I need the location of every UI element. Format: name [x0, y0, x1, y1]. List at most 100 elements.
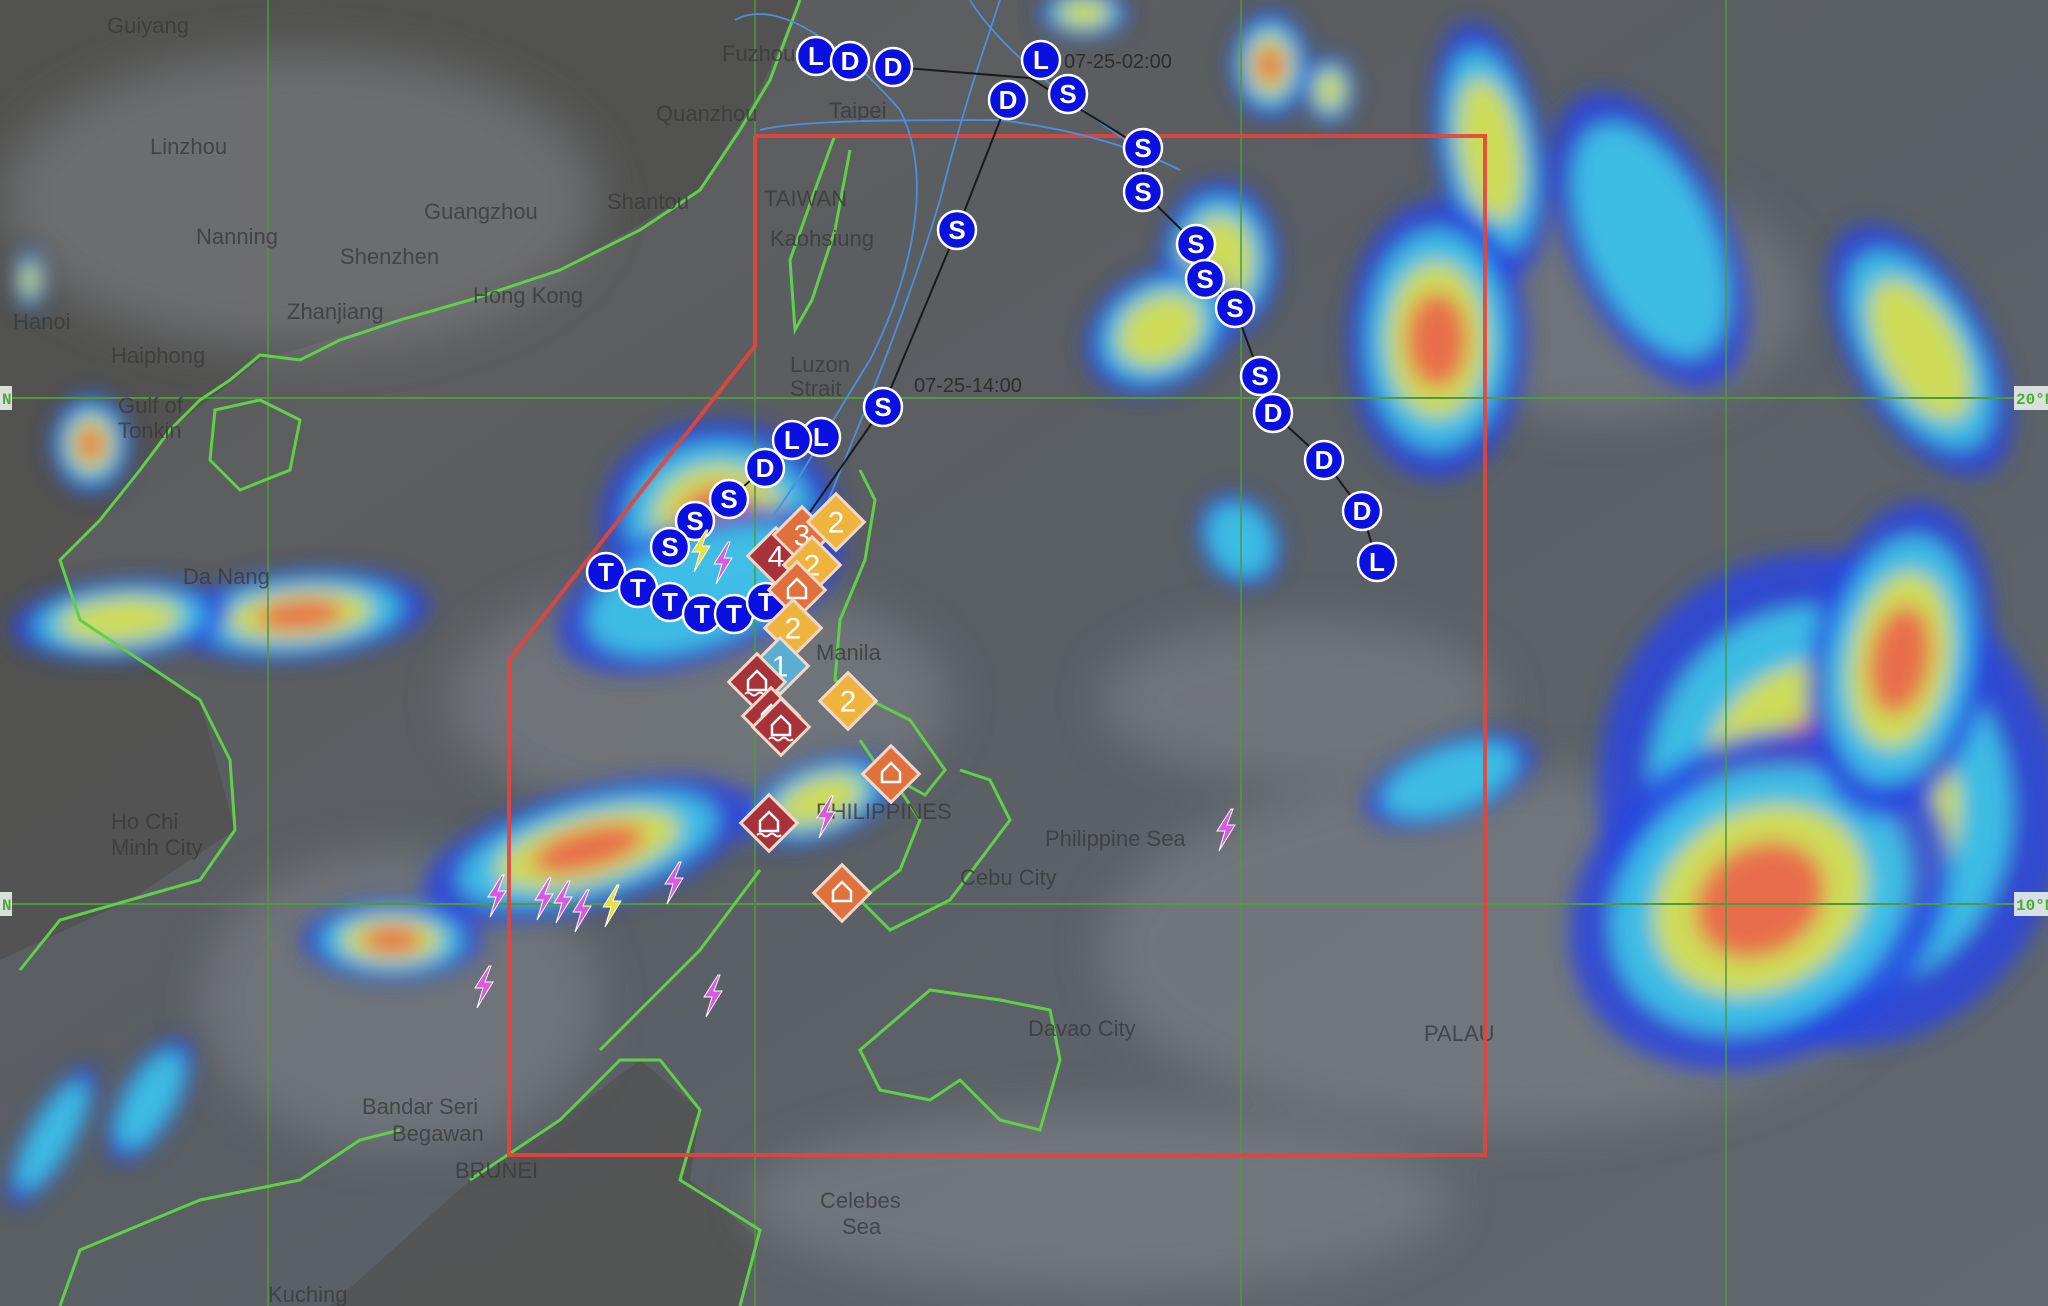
- house-warning[interactable]: [766, 559, 828, 621]
- rain-cell: [10, 579, 230, 661]
- track-point-S[interactable]: S: [1239, 355, 1281, 397]
- flood-warning[interactable]: [750, 696, 812, 758]
- warning-level-label: 2: [828, 507, 845, 540]
- city-label: Da Nang: [183, 564, 270, 589]
- latitude-label: 10°N: [2016, 897, 2048, 915]
- track-point-S[interactable]: S: [1214, 287, 1256, 329]
- city-label: Bandar Seri: [362, 1094, 478, 1119]
- house-warning[interactable]: [860, 743, 922, 805]
- city-label: Fuzhou: [722, 41, 795, 66]
- city-label: PHILIPPINES: [816, 799, 952, 824]
- track-point-S[interactable]: S: [1122, 127, 1164, 169]
- track-point-label: D: [1315, 445, 1334, 475]
- track-point-D[interactable]: D: [744, 447, 786, 489]
- city-label: Minh City: [111, 835, 203, 860]
- city-label: Tonkin: [118, 418, 182, 443]
- city-label: Nanning: [196, 224, 278, 249]
- track-point-label: T: [662, 587, 678, 617]
- latitude-label: 20°N: [2016, 391, 2048, 409]
- warning-level-label: 2: [840, 686, 857, 719]
- track-point-S[interactable]: S: [708, 478, 750, 520]
- track-point-L[interactable]: L: [1356, 541, 1398, 583]
- track-point-S[interactable]: S: [674, 500, 716, 542]
- track-point-label: T: [694, 599, 710, 629]
- track-point-L[interactable]: L: [1020, 39, 1062, 81]
- city-label: Ho Chi: [111, 809, 178, 834]
- track-point-label: S: [686, 506, 703, 536]
- track-point-label: L: [813, 422, 829, 452]
- track-point-D[interactable]: D: [872, 46, 914, 88]
- typhoon-tracks[interactable]: L D D LSDSSSSSSDDDL07-25-02:00SS07-25-14:00…: [585, 35, 1398, 635]
- track-point-label: S: [1196, 264, 1213, 294]
- track-point-D[interactable]: D: [829, 40, 871, 82]
- warning-area-boundary[interactable]: [507, 134, 1487, 1157]
- rain-cell: [1550, 91, 1750, 389]
- coastline: [208, 398, 302, 492]
- track-point-S[interactable]: S: [1175, 223, 1217, 265]
- city-label: Quanzhou: [656, 101, 758, 126]
- lightning-bolt-icon: [553, 880, 573, 924]
- warning-level-label: 4: [768, 541, 785, 574]
- flood-warning[interactable]: [738, 792, 800, 854]
- latitude-label: N: [2, 391, 12, 409]
- track-point-T[interactable]: T: [585, 551, 627, 593]
- rain-cell: [1807, 501, 1993, 819]
- track-point-S[interactable]: S: [862, 386, 904, 428]
- track-point-L[interactable]: L: [795, 35, 837, 77]
- track-point-label: D: [1353, 496, 1372, 526]
- track-point-label: L: [1033, 45, 1049, 75]
- track-point-label: S: [1059, 79, 1076, 109]
- city-label: Davao City: [1028, 1016, 1136, 1041]
- city-label: Manila: [816, 640, 882, 665]
- lightning-bolt-icon: [474, 965, 494, 1009]
- track-point-label: D: [884, 52, 903, 82]
- track-point-label: S: [1134, 133, 1151, 163]
- track-point-L[interactable]: L: [771, 419, 813, 461]
- coastline: [18, 0, 802, 971]
- city-label: Guiyang: [107, 13, 189, 38]
- rain-cell: [1197, 492, 1283, 588]
- track-point-S[interactable]: S: [1184, 258, 1226, 300]
- track-point-label: L: [784, 425, 800, 455]
- city-label: Linzhou: [150, 134, 227, 159]
- track-point-T[interactable]: T: [617, 567, 659, 609]
- track-point-S[interactable]: S: [1122, 171, 1164, 213]
- track-point-label: D: [756, 453, 775, 483]
- rain-cell: [302, 900, 482, 980]
- track-time-label: 07-25-02:00: [1064, 51, 1172, 73]
- track-point-label: D: [999, 85, 1018, 115]
- rain-cell: [1230, 10, 1310, 120]
- track-point-D[interactable]: D: [1252, 392, 1294, 434]
- flood-icon: [756, 810, 782, 838]
- rain-cell: [51, 394, 131, 494]
- warning-level-2[interactable]: 2: [805, 491, 867, 553]
- track-point-S[interactable]: S: [1047, 73, 1089, 115]
- lightning-markers: [474, 529, 1236, 1018]
- city-label: PALAU: [1424, 1021, 1495, 1046]
- house-warning[interactable]: [811, 862, 873, 924]
- track-point-S[interactable]: S: [649, 526, 691, 568]
- track-point-D[interactable]: D: [1303, 439, 1345, 481]
- city-label: Celebes: [820, 1188, 901, 1213]
- city-label: Haiphong: [111, 343, 205, 368]
- rain-cell: [1039, 0, 1129, 38]
- track-point-label: S: [661, 532, 678, 562]
- track-point-label: S: [1226, 293, 1243, 323]
- track-point-D[interactable]: D: [987, 79, 1029, 121]
- city-label: Shenzhen: [340, 244, 439, 269]
- track-point-label: S: [720, 484, 737, 514]
- lightning-bolt-icon: [691, 529, 711, 573]
- city-label: Kuching: [268, 1282, 348, 1306]
- precipitation-radar: [6, 0, 2048, 1207]
- city-label: Philippine Sea: [1045, 826, 1186, 851]
- coastline: [469, 1058, 762, 1306]
- city-label: Gulf of: [118, 393, 184, 418]
- forecast-cone-edge: [819, 0, 1001, 521]
- warning-level-2[interactable]: 2: [817, 670, 879, 732]
- coastline: [788, 134, 852, 336]
- track-point-D[interactable]: D: [1341, 490, 1383, 532]
- track-point-S[interactable]: S: [936, 209, 978, 251]
